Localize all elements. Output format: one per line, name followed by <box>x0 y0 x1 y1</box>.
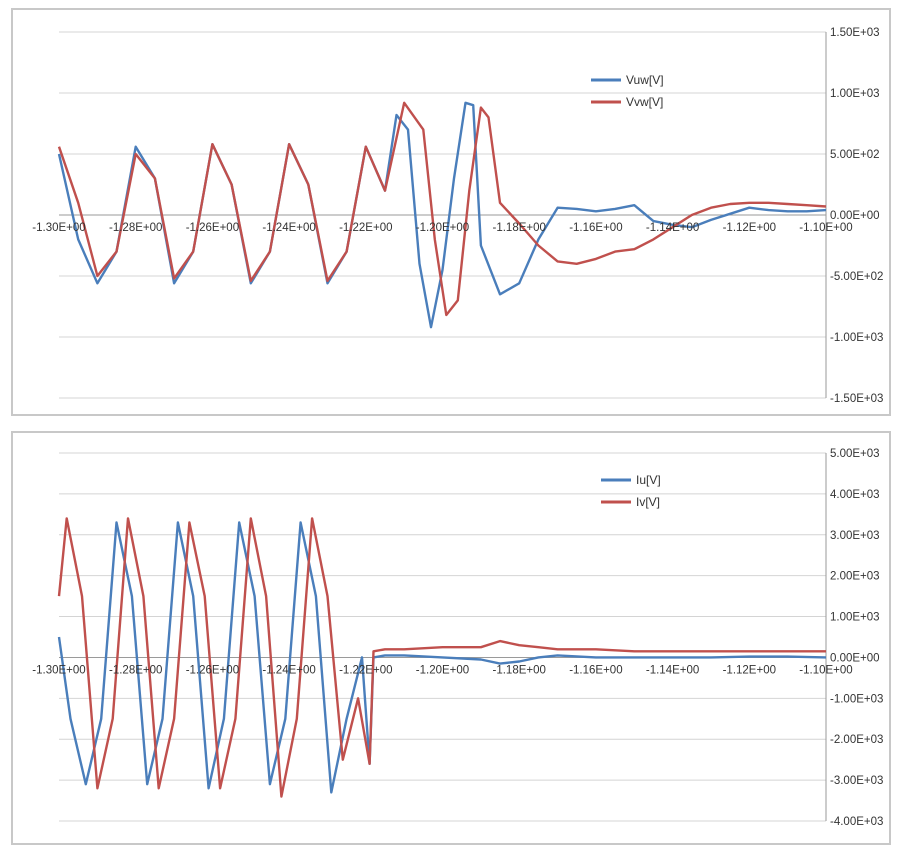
current-x-tick-label: -1.20E+00 <box>416 664 469 676</box>
current-y-tick-label: 0.00E+00 <box>830 652 880 664</box>
current-y-tick-label: -3.00E+03 <box>830 775 883 787</box>
current-x-tick-label: -1.18E+00 <box>493 664 546 676</box>
voltage-y-tick-label: -1.00E+03 <box>830 332 883 344</box>
voltage-x-tick-label: -1.30E+00 <box>32 222 85 234</box>
current-y-tick-label: 3.00E+03 <box>830 530 880 542</box>
chart-voltage-panel: 1.50E+03 1.00E+03 5.00E+02 0.00E+00 -5.00E+0… <box>11 8 891 416</box>
chart-current: 5.00E+03 4.00E+03 3.00E+03 2.00E+03 1.00E+03… <box>32 448 883 828</box>
chart-current-panel: 5.00E+03 4.00E+03 3.00E+03 2.00E+03 1.00E+03… <box>11 431 891 845</box>
voltage-x-tick-label: -1.22E+00 <box>339 222 392 234</box>
current-y-tick-label: 5.00E+03 <box>830 448 880 460</box>
current-x-tick-label: -1.10E+00 <box>799 664 852 676</box>
voltage-x-tick-label: -1.28E+00 <box>109 222 162 234</box>
current-x-tick-label: -1.26E+00 <box>186 664 239 676</box>
current-series-line-ivv <box>57 517 826 798</box>
voltage-x-tick-label: -1.12E+00 <box>723 222 776 234</box>
current-legend-label: Iv[V] <box>636 495 660 509</box>
chart-voltage: 1.50E+03 1.00E+03 5.00E+02 0.00E+00 -5.00E+0… <box>32 27 883 405</box>
current-x-tick-label: -1.24E+00 <box>262 664 315 676</box>
voltage-y-tick-label: -1.50E+03 <box>830 393 883 405</box>
current-legend-label: Iu[V] <box>636 473 661 487</box>
current-x-tick-label: -1.16E+00 <box>569 664 622 676</box>
current-y-tick-label: -4.00E+03 <box>830 816 883 828</box>
current-x-tick-label: -1.22E+00 <box>339 664 392 676</box>
voltage-x-tick-label: -1.18E+00 <box>493 222 546 234</box>
voltage-series-line-vvwv <box>57 101 827 317</box>
current-x-tick-label: -1.14E+00 <box>646 664 699 676</box>
voltage-x-tick-label: -1.24E+00 <box>262 222 315 234</box>
voltage-x-tick-label: -1.10E+00 <box>799 222 852 234</box>
voltage-legend-label: Vvw[V] <box>626 95 663 109</box>
current-y-tick-label: -1.00E+03 <box>830 693 883 705</box>
voltage-y-tick-label: 1.00E+03 <box>830 88 880 100</box>
current-series-line-iuv <box>57 521 827 794</box>
current-x-tick-label: -1.30E+00 <box>32 664 85 676</box>
voltage-x-tick-label: -1.16E+00 <box>569 222 622 234</box>
voltage-y-tick-label: -5.00E+02 <box>830 271 883 283</box>
voltage-x-tick-label: -1.14E+00 <box>646 222 699 234</box>
voltage-legend-label: Vuw[V] <box>626 73 664 87</box>
voltage-y-tick-label: 0.00E+00 <box>830 210 880 222</box>
current-x-tick-label: -1.28E+00 <box>109 664 162 676</box>
current-y-tick-label: 2.00E+03 <box>830 571 880 583</box>
current-y-tick-label: 1.00E+03 <box>830 612 880 624</box>
current-y-tick-label: -2.00E+03 <box>830 734 883 746</box>
voltage-y-tick-label: 5.00E+02 <box>830 149 880 161</box>
voltage-y-tick-label: 1.50E+03 <box>830 27 880 39</box>
current-y-tick-label: 4.00E+03 <box>830 489 880 501</box>
current-x-tick-label: -1.12E+00 <box>723 664 776 676</box>
voltage-x-tick-label: -1.26E+00 <box>186 222 239 234</box>
voltage-x-tick-label: -1.20E+00 <box>416 222 469 234</box>
